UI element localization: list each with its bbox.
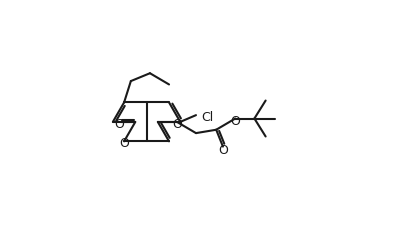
Text: Cl: Cl (202, 111, 214, 124)
Text: O: O (114, 117, 124, 130)
Text: O: O (172, 117, 182, 130)
Text: O: O (230, 114, 240, 127)
Text: O: O (119, 137, 129, 150)
Text: O: O (218, 144, 228, 157)
